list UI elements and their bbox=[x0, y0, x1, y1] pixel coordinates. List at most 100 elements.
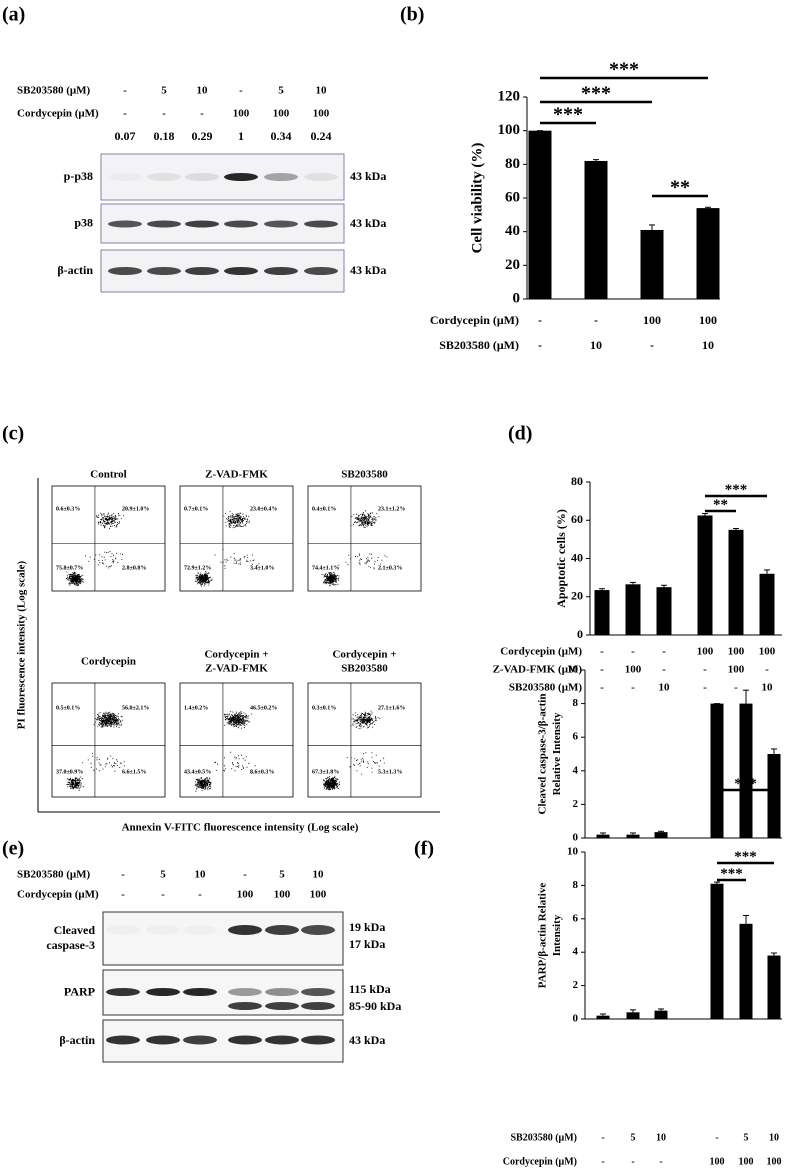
blot-box bbox=[100, 153, 345, 201]
condition-value: 10 bbox=[762, 682, 774, 694]
condition-value: - bbox=[715, 1132, 718, 1143]
band bbox=[228, 925, 262, 935]
condition-value: - bbox=[538, 313, 542, 327]
quadrant-value: 0.3±0.1% bbox=[312, 705, 336, 711]
band-intensity: 0.29 bbox=[192, 129, 213, 143]
condition-value: - bbox=[594, 313, 598, 327]
band bbox=[224, 220, 258, 228]
quadrant-value: 23.1±1.2% bbox=[378, 506, 405, 512]
bar bbox=[626, 1012, 640, 1019]
significance-label: *** bbox=[734, 849, 757, 865]
panel-label: (f) bbox=[414, 838, 434, 860]
condition-value: 100 bbox=[697, 646, 714, 658]
band bbox=[301, 925, 335, 935]
blot-label: PARP bbox=[64, 984, 95, 998]
y-tick-label: 8 bbox=[573, 879, 579, 891]
bar bbox=[596, 1015, 610, 1019]
band bbox=[185, 173, 219, 181]
condition-value: - bbox=[600, 646, 604, 658]
flow-plot bbox=[307, 682, 422, 798]
quadrant-value: 8.6±0.3% bbox=[250, 769, 274, 775]
molecular-weight: 17 kDa bbox=[349, 937, 385, 951]
band-intensity: 0.07 bbox=[115, 129, 136, 143]
band bbox=[264, 267, 298, 275]
y-tick-label: 100 bbox=[498, 122, 521, 138]
plot-title: Cordycepin + bbox=[204, 649, 268, 661]
condition-label: Cordycepin (μM) bbox=[430, 313, 519, 327]
quadrant-value: 72.9±1.2% bbox=[184, 565, 211, 571]
band bbox=[183, 988, 217, 996]
significance-label: *** bbox=[725, 482, 748, 498]
band-intensity: 1 bbox=[238, 129, 244, 143]
flow-dots bbox=[195, 511, 260, 587]
y-tick-label: 2 bbox=[573, 798, 579, 810]
band bbox=[228, 988, 262, 996]
bar bbox=[640, 229, 664, 299]
condition-value: - bbox=[121, 889, 125, 901]
y-tick-label: 6 bbox=[573, 731, 579, 743]
condition-label: Cordycepin (μM) bbox=[503, 1156, 577, 1167]
band bbox=[228, 1035, 262, 1045]
quadrant-value: 5.3±1.3% bbox=[378, 769, 402, 775]
condition-value: - bbox=[161, 889, 165, 901]
bar bbox=[759, 573, 775, 635]
band-intensity: 0.34 bbox=[271, 129, 292, 143]
band bbox=[185, 267, 219, 275]
flow-dots bbox=[194, 711, 256, 792]
condition-value: 10 bbox=[590, 338, 602, 352]
y-tick-label: 20 bbox=[505, 257, 520, 273]
y-tick-label: 4 bbox=[573, 764, 579, 776]
condition-value: - bbox=[631, 646, 635, 658]
panel-label: (b) bbox=[400, 4, 424, 26]
quadrant-value: 1.4±0.2% bbox=[184, 705, 208, 711]
y-axis-title: PI fluorescence intensity (Log scale) bbox=[16, 560, 28, 729]
condition-label: SB203580 (μM) bbox=[509, 682, 582, 694]
bar bbox=[656, 587, 672, 635]
plot-title: Z-VAD-FMK bbox=[205, 469, 268, 481]
y-tick-label: 20 bbox=[571, 589, 583, 603]
y-tick-label: 6 bbox=[573, 912, 579, 924]
quadrant-value: 43.4±0.5% bbox=[184, 769, 211, 775]
quadrant-value: 75.8±0.7% bbox=[56, 565, 83, 571]
band bbox=[304, 267, 338, 275]
condition-value: 10 bbox=[195, 869, 207, 881]
plot-title: SB203580 bbox=[341, 469, 388, 481]
condition-label: SB203580 (μM) bbox=[17, 85, 90, 97]
bar bbox=[696, 208, 720, 299]
condition-value: 10 bbox=[316, 85, 328, 97]
condition-value: 100 bbox=[273, 108, 290, 120]
significance-label: *** bbox=[609, 59, 639, 81]
plot-title: Z-VAD-FMK bbox=[205, 663, 268, 675]
flow-plot bbox=[179, 682, 294, 798]
band bbox=[108, 220, 142, 228]
condition-value: - bbox=[703, 664, 707, 676]
y-axis-title: Intensity bbox=[551, 914, 563, 956]
y-axis-title: Apoptotic cells (%) bbox=[554, 509, 568, 608]
condition-value: - bbox=[243, 869, 247, 881]
quadrant-value: 37.0±0.9% bbox=[56, 769, 83, 775]
condition-value: 10 bbox=[659, 682, 671, 694]
condition-value: 5 bbox=[744, 1132, 749, 1143]
condition-value: - bbox=[734, 682, 738, 694]
panel-label: (e) bbox=[2, 838, 24, 860]
bar bbox=[767, 955, 781, 1019]
condition-value: 100 bbox=[237, 889, 254, 901]
y-axis-title: Relative Intensity bbox=[551, 712, 563, 795]
condition-value: 100 bbox=[759, 646, 776, 658]
condition-value: 5 bbox=[631, 1132, 636, 1143]
bar bbox=[596, 834, 610, 838]
band bbox=[264, 220, 298, 228]
condition-value: - bbox=[123, 108, 127, 120]
band bbox=[265, 1035, 299, 1045]
condition-value: - bbox=[200, 108, 204, 120]
band bbox=[228, 1002, 262, 1010]
molecular-weight: 43 kDa bbox=[349, 1033, 385, 1047]
bar bbox=[767, 754, 781, 838]
molecular-weight: 43 kDa bbox=[350, 263, 386, 277]
y-tick-label: 60 bbox=[571, 512, 583, 526]
y-tick-label: 40 bbox=[571, 550, 583, 564]
band bbox=[265, 925, 299, 935]
band bbox=[147, 173, 181, 181]
flow-dots bbox=[322, 710, 385, 791]
band-intensity: 0.24 bbox=[311, 129, 332, 143]
